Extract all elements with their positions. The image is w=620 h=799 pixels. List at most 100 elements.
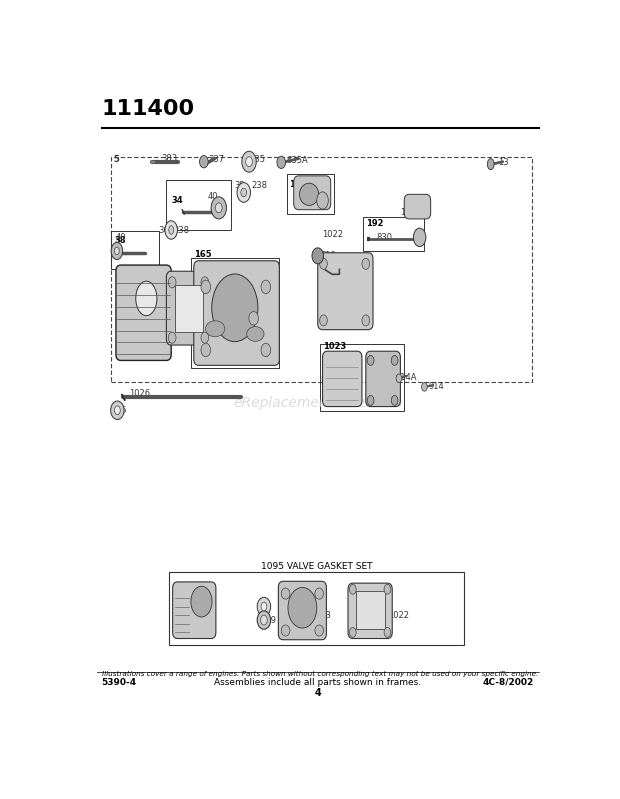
- Text: 830: 830: [377, 233, 393, 242]
- Text: 993: 993: [316, 611, 331, 620]
- Text: Illustrations cover a range of engines. Parts shown without corresponding text m: Illustrations cover a range of engines. …: [102, 670, 538, 677]
- Ellipse shape: [246, 157, 252, 167]
- Ellipse shape: [261, 602, 267, 610]
- FancyBboxPatch shape: [366, 352, 401, 407]
- Ellipse shape: [277, 156, 286, 169]
- Ellipse shape: [212, 274, 258, 342]
- Ellipse shape: [281, 625, 290, 636]
- Text: 36: 36: [158, 225, 169, 234]
- Ellipse shape: [320, 315, 327, 326]
- Text: 1022: 1022: [330, 398, 352, 407]
- Text: 4: 4: [314, 688, 321, 698]
- Ellipse shape: [257, 610, 271, 630]
- Text: Assemblies include all parts shown in frames.: Assemblies include all parts shown in fr…: [214, 678, 422, 686]
- Ellipse shape: [247, 327, 264, 341]
- Ellipse shape: [315, 588, 324, 599]
- Text: 619: 619: [320, 252, 336, 260]
- FancyBboxPatch shape: [317, 252, 373, 330]
- Ellipse shape: [288, 587, 317, 628]
- Ellipse shape: [391, 396, 398, 405]
- Text: eReplacementParts.com: eReplacementParts.com: [233, 396, 402, 411]
- Ellipse shape: [367, 396, 374, 405]
- Ellipse shape: [362, 315, 370, 326]
- Ellipse shape: [211, 197, 226, 219]
- FancyBboxPatch shape: [116, 265, 171, 360]
- Ellipse shape: [261, 344, 271, 356]
- Text: 122: 122: [289, 181, 306, 189]
- Ellipse shape: [242, 151, 256, 172]
- Ellipse shape: [414, 229, 426, 247]
- Ellipse shape: [281, 588, 290, 599]
- Bar: [192, 258, 279, 368]
- Bar: [320, 344, 404, 411]
- Text: 635: 635: [249, 155, 265, 165]
- Text: 5390-4: 5390-4: [102, 678, 136, 686]
- Ellipse shape: [312, 248, 324, 264]
- Ellipse shape: [201, 280, 211, 294]
- Bar: [111, 231, 159, 269]
- Bar: [286, 174, 334, 214]
- Bar: [111, 157, 531, 382]
- Bar: [169, 572, 464, 645]
- Ellipse shape: [367, 356, 374, 365]
- FancyBboxPatch shape: [322, 352, 362, 407]
- Ellipse shape: [215, 203, 222, 213]
- Text: 1029: 1029: [401, 209, 422, 217]
- Text: 238: 238: [174, 225, 190, 234]
- Ellipse shape: [362, 258, 370, 269]
- Ellipse shape: [168, 332, 176, 344]
- Text: 1022: 1022: [322, 230, 343, 240]
- Bar: [363, 217, 424, 251]
- Bar: [175, 284, 203, 332]
- Ellipse shape: [487, 159, 494, 169]
- Ellipse shape: [384, 627, 391, 638]
- Bar: [166, 180, 231, 230]
- Text: 35: 35: [234, 181, 245, 189]
- FancyBboxPatch shape: [294, 176, 330, 209]
- Bar: [356, 591, 384, 630]
- Ellipse shape: [115, 247, 119, 255]
- Ellipse shape: [320, 258, 327, 269]
- Text: 4C-8/2002: 4C-8/2002: [483, 678, 534, 686]
- Ellipse shape: [110, 401, 124, 419]
- Text: 165: 165: [194, 250, 212, 259]
- Text: 1022: 1022: [388, 611, 409, 620]
- Ellipse shape: [201, 332, 209, 344]
- Text: 38: 38: [115, 236, 126, 244]
- Text: 5: 5: [113, 155, 120, 164]
- Text: 1026: 1026: [130, 388, 151, 398]
- Ellipse shape: [237, 183, 250, 202]
- Text: 1095 VALVE GASKET SET: 1095 VALVE GASKET SET: [260, 562, 372, 570]
- Text: 7: 7: [172, 330, 178, 339]
- Text: 40: 40: [208, 193, 218, 201]
- Text: 34: 34: [171, 196, 183, 205]
- FancyBboxPatch shape: [404, 194, 431, 219]
- Ellipse shape: [206, 320, 225, 336]
- Ellipse shape: [200, 156, 208, 168]
- Text: 635A: 635A: [286, 156, 308, 165]
- Ellipse shape: [384, 584, 391, 594]
- Ellipse shape: [241, 189, 247, 197]
- Text: 40: 40: [116, 233, 126, 242]
- Ellipse shape: [261, 280, 271, 294]
- Ellipse shape: [350, 584, 356, 594]
- Ellipse shape: [136, 281, 157, 316]
- Ellipse shape: [111, 242, 123, 260]
- Ellipse shape: [396, 374, 402, 383]
- Ellipse shape: [350, 627, 356, 638]
- Text: 114A: 114A: [394, 373, 416, 382]
- Text: 383: 383: [162, 154, 178, 163]
- FancyBboxPatch shape: [172, 582, 216, 638]
- Ellipse shape: [115, 406, 120, 415]
- Text: 993: 993: [221, 343, 237, 352]
- Ellipse shape: [201, 344, 211, 356]
- Text: 51: 51: [293, 198, 303, 208]
- Text: 192: 192: [366, 219, 383, 228]
- Ellipse shape: [165, 221, 177, 239]
- Text: 111400: 111400: [102, 99, 195, 119]
- Text: 13: 13: [498, 158, 508, 167]
- Text: 1034: 1034: [334, 268, 355, 277]
- Ellipse shape: [169, 225, 174, 234]
- FancyBboxPatch shape: [194, 260, 279, 365]
- Text: 61: 61: [260, 602, 271, 611]
